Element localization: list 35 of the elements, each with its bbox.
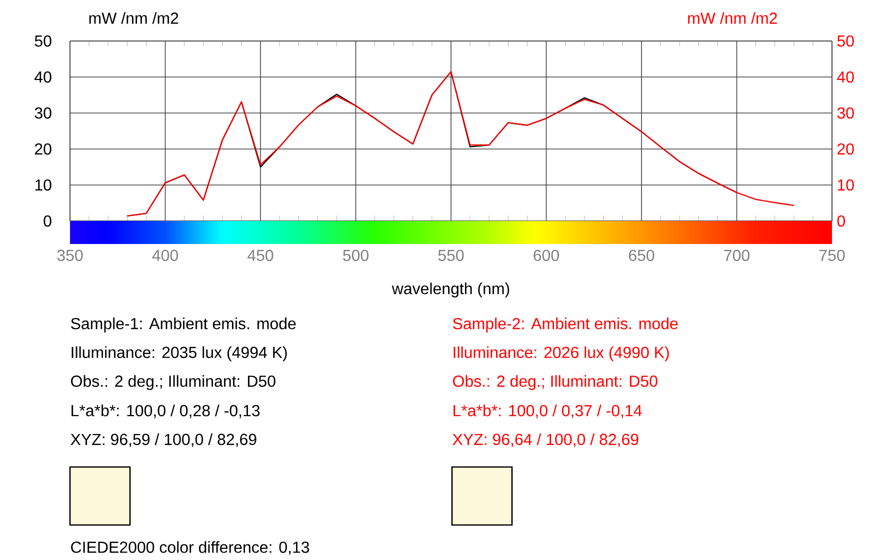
- y2-axis-title: mW /nm /m2: [688, 12, 777, 24]
- y2-tick-label: 40: [837, 71, 854, 83]
- y-tick-label: 10: [35, 179, 52, 191]
- y2-tick-label: 20: [838, 143, 854, 155]
- text: XYZ: 96,64 / 100,0 / 82,69: [452, 433, 638, 448]
- x-tick-label: 500: [343, 250, 368, 262]
- x-tick-label: 350: [57, 250, 83, 262]
- text: L*a*b*: 100,0 / 0,28 / -0,13: [72, 404, 260, 418]
- x-tick-label: 700: [724, 250, 750, 262]
- y-tick-label: 30: [34, 107, 52, 119]
- x-tick-label: 750: [819, 250, 845, 262]
- y2-tick-label: 0: [837, 215, 845, 227]
- y-axis-title: mW /nm /m2: [89, 12, 178, 24]
- x-tick-label: 600: [534, 250, 559, 262]
- x-tick-label: 550: [438, 250, 464, 262]
- x-axis-title: wavelength (nm): [392, 282, 510, 298]
- y2-tick-label: 10: [838, 179, 854, 191]
- text: Sample-2: Ambient emis. mode: [453, 318, 678, 332]
- text: Illuminance: 2035 lux (4994 K): [72, 346, 287, 362]
- text: L*a*b*: 100,0 / 0,37 / -0,14: [454, 404, 642, 418]
- text: Obs.: 2 deg.; Illuminant: D50: [453, 375, 658, 390]
- x-tick-label: 650: [628, 250, 654, 262]
- text: Sample-1: Ambient emis. mode: [71, 318, 296, 332]
- y2-tick-label: 50: [837, 35, 854, 47]
- text: Obs.: 2 deg.; Illuminant: D50: [71, 375, 276, 390]
- y-tick-label: 40: [34, 71, 52, 83]
- y-tick-label: 50: [34, 35, 52, 47]
- text: Illuminance: 2026 lux (4990 K): [454, 346, 669, 362]
- y2-tick-label: 30: [837, 107, 854, 119]
- y-tick-label: 20: [34, 143, 52, 155]
- y-tick-label: 0: [44, 215, 52, 227]
- x-tick-label: 400: [152, 250, 178, 262]
- text: XYZ: 96,59 / 100,0 / 82,69: [70, 433, 256, 448]
- x-tick-label: 450: [248, 250, 274, 262]
- text: CIEDE2000 color difference: 0,13: [71, 541, 310, 555]
